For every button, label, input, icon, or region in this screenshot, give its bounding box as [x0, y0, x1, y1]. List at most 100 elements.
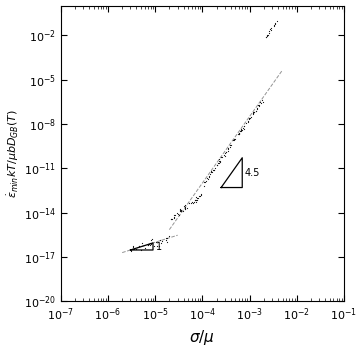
Y-axis label: $\dot{\varepsilon}_{min} kT/\mu b D_{GB}(T)$: $\dot{\varepsilon}_{min} kT/\mu b D_{GB}… — [5, 109, 21, 198]
Point — [197, 192, 203, 198]
Point — [266, 29, 272, 34]
Point — [221, 153, 227, 158]
Point — [171, 215, 177, 221]
Point — [271, 24, 277, 29]
Point — [138, 247, 144, 253]
Point — [241, 123, 247, 128]
Text: 4.5: 4.5 — [244, 168, 260, 178]
Point — [246, 116, 252, 122]
Point — [171, 213, 177, 218]
Point — [271, 22, 277, 28]
Point — [148, 237, 154, 243]
Point — [264, 32, 270, 38]
Point — [216, 156, 222, 162]
Point — [188, 200, 194, 206]
Point — [212, 165, 218, 170]
X-axis label: $\sigma/\mu$: $\sigma/\mu$ — [189, 328, 215, 347]
Point — [236, 131, 242, 137]
Point — [232, 136, 238, 141]
Point — [225, 145, 231, 151]
Point — [259, 97, 265, 102]
Point — [251, 109, 257, 115]
Point — [211, 167, 217, 173]
Point — [227, 143, 233, 148]
Point — [209, 169, 215, 174]
Point — [193, 199, 199, 204]
Point — [272, 21, 278, 26]
Point — [211, 167, 217, 173]
Point — [222, 150, 228, 156]
Point — [248, 114, 253, 120]
Point — [241, 123, 246, 129]
Point — [154, 239, 159, 245]
Point — [163, 237, 169, 243]
Point — [164, 239, 170, 245]
Point — [201, 183, 207, 189]
Point — [176, 211, 182, 217]
Point — [250, 111, 256, 117]
Point — [193, 194, 199, 200]
Point — [136, 244, 142, 249]
Point — [214, 162, 220, 168]
Point — [198, 192, 204, 197]
Point — [172, 213, 178, 218]
Point — [131, 246, 136, 252]
Point — [130, 244, 136, 250]
Point — [225, 146, 231, 152]
Point — [146, 241, 152, 247]
Point — [250, 110, 256, 116]
Point — [177, 209, 183, 214]
Point — [159, 239, 165, 244]
Point — [193, 198, 199, 203]
Point — [169, 216, 175, 221]
Point — [192, 197, 198, 203]
Point — [215, 160, 221, 166]
Point — [166, 233, 171, 239]
Point — [239, 127, 245, 133]
Point — [190, 200, 196, 206]
Point — [214, 163, 220, 168]
Point — [216, 161, 222, 166]
Point — [218, 154, 224, 160]
Point — [151, 243, 157, 249]
Point — [192, 197, 198, 203]
Point — [265, 32, 270, 37]
Point — [186, 200, 192, 205]
Point — [182, 202, 188, 208]
Point — [217, 160, 223, 165]
Point — [223, 149, 228, 155]
Point — [250, 110, 256, 116]
Point — [216, 158, 222, 164]
Point — [182, 206, 187, 212]
Point — [256, 103, 262, 108]
Point — [211, 167, 216, 173]
Point — [130, 244, 136, 249]
Point — [129, 248, 134, 254]
Point — [195, 196, 201, 201]
Point — [240, 125, 245, 131]
Point — [223, 150, 229, 155]
Point — [149, 236, 155, 242]
Point — [157, 238, 163, 243]
Point — [258, 100, 264, 105]
Point — [197, 193, 203, 199]
Point — [177, 206, 183, 211]
Point — [265, 33, 270, 39]
Point — [253, 108, 258, 114]
Point — [245, 119, 250, 125]
Point — [139, 240, 144, 246]
Point — [182, 204, 188, 210]
Point — [174, 210, 180, 216]
Point — [253, 108, 259, 113]
Point — [154, 243, 160, 249]
Point — [163, 235, 169, 241]
Point — [225, 148, 231, 154]
Point — [269, 25, 274, 31]
Point — [274, 18, 280, 24]
Point — [184, 205, 189, 210]
Point — [145, 242, 151, 248]
Point — [268, 27, 274, 33]
Text: 1: 1 — [156, 243, 162, 252]
Point — [208, 169, 214, 175]
Point — [255, 102, 261, 108]
